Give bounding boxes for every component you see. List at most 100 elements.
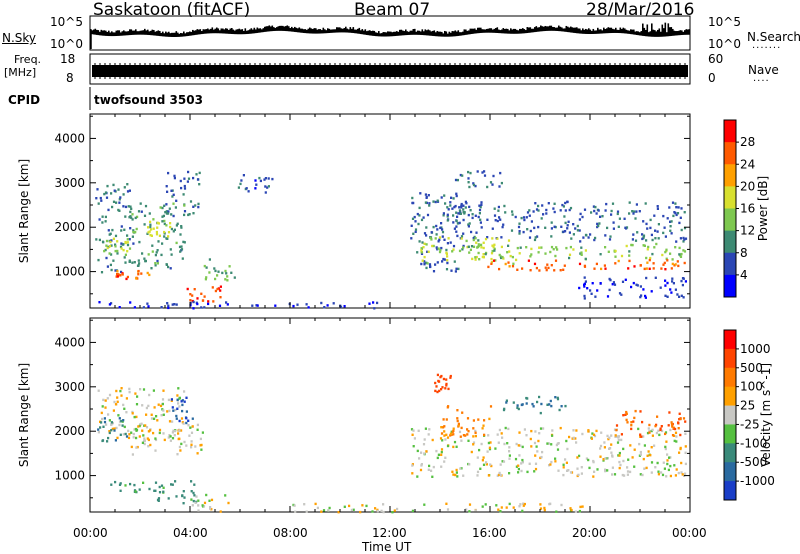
heatmap-cell xyxy=(167,398,170,402)
heatmap-cell xyxy=(482,241,485,244)
heatmap-cell xyxy=(110,268,113,272)
heatmap-cell xyxy=(589,289,592,292)
heatmap-cell xyxy=(116,249,119,253)
heatmap-cell xyxy=(352,508,355,511)
heatmap-cell xyxy=(130,207,133,210)
heatmap-cell xyxy=(526,211,530,214)
heatmap-cell xyxy=(594,205,597,209)
heatmap-cell xyxy=(156,262,159,265)
heatmap-cell xyxy=(96,188,99,191)
heatmap-cell xyxy=(414,230,417,233)
heatmap-cell xyxy=(437,379,440,383)
heatmap-cell xyxy=(456,409,459,412)
heatmap-cell xyxy=(451,207,454,210)
heatmap-cell xyxy=(123,407,126,410)
heatmap-cell xyxy=(580,466,583,469)
noise-mark xyxy=(541,26,544,32)
heatmap-cell xyxy=(426,250,429,253)
noise-mark xyxy=(331,29,334,33)
heatmap-cell xyxy=(566,469,569,472)
heatmap-cell xyxy=(682,277,685,280)
heatmap-cell xyxy=(544,226,547,229)
noise-mark xyxy=(534,27,536,33)
noise-mark xyxy=(624,28,626,34)
heatmap-cell xyxy=(643,444,646,447)
heatmap-cell xyxy=(500,245,503,249)
noise-mark xyxy=(486,28,488,33)
noise-mark xyxy=(240,29,242,35)
heatmap-cell xyxy=(143,442,146,446)
heatmap-cell xyxy=(214,269,217,273)
heatmap-cell xyxy=(462,204,465,207)
noise-mark xyxy=(436,30,439,37)
heatmap-cell xyxy=(171,437,175,440)
heatmap-cell xyxy=(119,389,122,393)
heatmap-cell xyxy=(137,269,140,273)
heatmap-cell xyxy=(139,202,142,205)
heatmap-cell xyxy=(664,447,667,451)
heatmap-cell xyxy=(626,466,629,469)
heatmap-cell xyxy=(493,247,496,251)
heatmap-cell xyxy=(166,302,169,305)
heatmap-cell xyxy=(678,412,681,415)
heatmap-cell xyxy=(147,305,150,308)
noise-mark xyxy=(636,31,638,35)
heatmap-cell xyxy=(183,390,186,393)
heatmap-cell xyxy=(501,460,504,463)
noise-mark xyxy=(184,33,187,37)
heatmap-cell xyxy=(655,242,658,246)
heatmap-cell xyxy=(665,440,668,443)
heatmap-cell xyxy=(163,235,166,238)
heatmap-cell xyxy=(633,416,636,420)
heatmap-cell xyxy=(499,510,502,513)
heatmap-cell xyxy=(682,296,685,299)
heatmap-cell xyxy=(113,189,116,192)
noise-mark xyxy=(621,28,623,34)
heatmap-cell xyxy=(646,431,650,435)
heatmap-cell xyxy=(647,427,650,430)
heatmap-cell xyxy=(103,192,106,196)
noise-mark xyxy=(577,28,580,34)
heatmap-cell xyxy=(550,235,553,238)
heatmap-cell xyxy=(320,510,323,513)
noise-mark xyxy=(288,26,290,32)
heatmap-cell xyxy=(651,252,654,256)
heatmap-cell xyxy=(466,417,470,420)
heatmap-cell xyxy=(449,376,452,379)
heatmap-cell xyxy=(116,275,119,278)
noise-mark xyxy=(562,28,565,32)
heatmap-cell xyxy=(420,451,423,454)
noise-mark xyxy=(264,26,266,32)
heatmap-cell xyxy=(126,275,129,279)
heatmap-cell xyxy=(679,237,682,240)
noise-mark xyxy=(117,30,119,36)
heatmap-cell xyxy=(219,289,222,292)
heatmap-cell xyxy=(122,403,125,407)
heatmap-cell xyxy=(657,470,660,473)
heatmap-cell xyxy=(303,503,306,506)
heatmap-cell xyxy=(428,263,432,266)
heatmap-cell xyxy=(430,231,433,234)
noise-mark xyxy=(663,28,665,37)
heatmap-cell xyxy=(517,225,521,229)
noise-mark xyxy=(561,27,563,32)
noise-mark xyxy=(180,32,182,37)
heatmap-cell xyxy=(657,473,660,476)
heatmap-cell xyxy=(456,417,459,420)
heatmap-cell xyxy=(620,433,623,436)
heatmap-cell xyxy=(187,170,190,174)
noise-mark xyxy=(361,29,364,35)
heatmap-cell xyxy=(126,241,129,244)
heatmap-cell xyxy=(432,244,435,248)
heatmap-cell xyxy=(126,190,130,193)
heatmap-cell xyxy=(171,189,174,192)
heatmap-cell xyxy=(592,475,595,478)
heatmap-cell xyxy=(180,225,183,228)
noise-mark xyxy=(100,29,103,36)
noise-mark xyxy=(357,28,359,34)
heatmap-cell xyxy=(296,303,299,306)
noise-mark xyxy=(217,28,220,34)
heatmap-cell xyxy=(118,209,121,212)
heatmap-cell xyxy=(97,389,100,392)
heatmap-cell xyxy=(547,266,550,270)
